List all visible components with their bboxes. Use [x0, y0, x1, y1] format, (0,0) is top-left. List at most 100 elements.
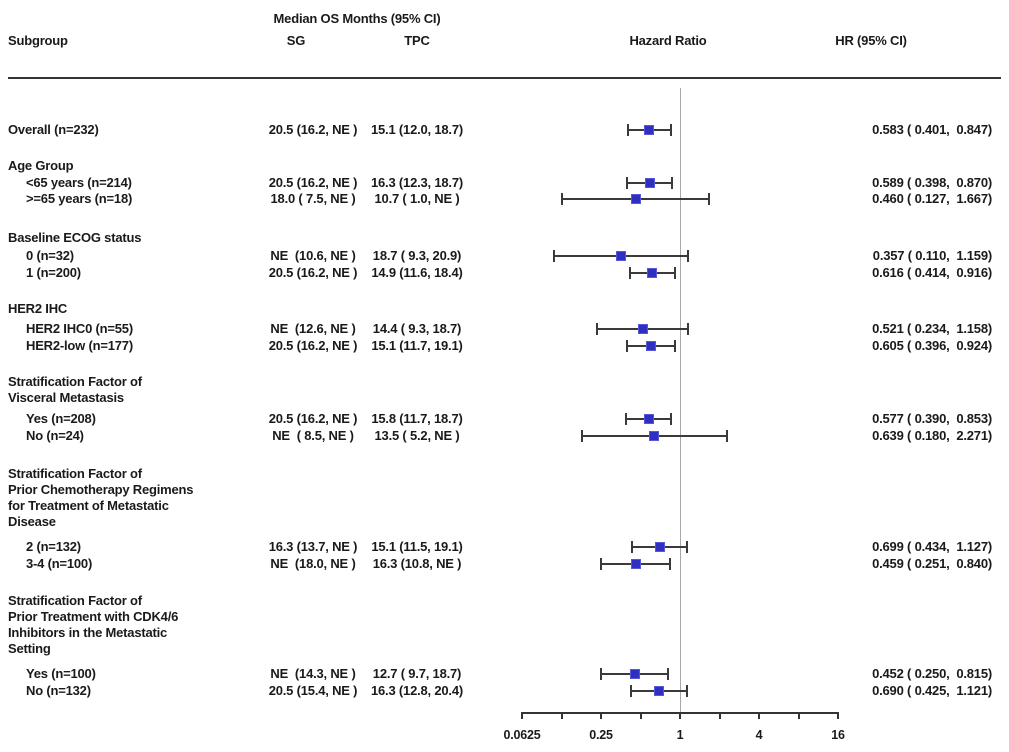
hr-ci-value: 0.357 ( 0.110, 1.159): [872, 248, 992, 263]
ci-upper-cap: [674, 267, 676, 279]
subgroup-row-label: 0 (n=32): [26, 248, 74, 263]
ci-upper-cap: [671, 177, 674, 189]
section-header-line: Setting: [8, 641, 51, 656]
x-axis-tick-label: 4: [755, 728, 763, 742]
tpc-median-os-value: 15.8 (11.7, 18.7): [371, 411, 463, 426]
sg-median-os-value: NE (14.3, NE ): [270, 666, 356, 681]
point-estimate-marker: [647, 268, 658, 278]
subgroup-row-label: No (n=24): [26, 428, 84, 443]
point-estimate-marker: [653, 686, 664, 696]
hr-ci-value: 0.639 ( 0.180, 2.271): [872, 428, 992, 443]
sg-median-os-value: 20.5 (15.4, NE ): [268, 683, 358, 698]
x-axis-tick-label: 0.0625: [503, 728, 541, 742]
point-estimate-marker: [649, 431, 660, 441]
ci-upper-cap: [685, 541, 688, 553]
x-axis-tick: [837, 712, 839, 719]
header-divider-rule: [8, 77, 1001, 79]
subgroup-row-label: Yes (n=100): [26, 666, 96, 681]
tpc-median-os-value: 18.7 ( 9.3, 20.9): [372, 248, 462, 263]
ci-upper-cap: [669, 558, 672, 570]
hr-ci-value: 0.460 ( 0.127, 1.667): [872, 191, 992, 206]
subgroup-row-label: 2 (n=132): [26, 539, 81, 554]
hr-ci-value: 0.616 ( 0.414, 0.916): [872, 265, 992, 280]
hr-ci-value: 0.699 ( 0.434, 1.127): [872, 539, 992, 554]
section-header-line: Visceral Metastasis: [8, 390, 124, 405]
subgroup-row-label: >=65 years (n=18): [26, 191, 133, 206]
point-estimate-marker: [654, 542, 665, 552]
sg-median-os-value: 20.5 (16.2, NE ): [268, 265, 358, 280]
ci-lower-cap: [626, 124, 629, 136]
x-axis-tick: [679, 712, 681, 719]
ci-lower-cap: [553, 250, 556, 262]
ci-lower-cap: [628, 267, 631, 279]
point-estimate-marker: [630, 559, 641, 569]
section-header-line: Baseline ECOG status: [8, 230, 142, 245]
hr-ci-value: 0.589 ( 0.398, 0.870): [872, 175, 992, 190]
ci-lower-cap: [600, 558, 603, 570]
point-estimate-marker: [637, 324, 648, 334]
ci-lower-cap: [625, 413, 628, 425]
tpc-median-os-value: 12.7 ( 9.7, 18.7): [372, 666, 462, 681]
hr-ci-value: 0.577 ( 0.390, 0.853): [872, 411, 992, 426]
x-axis-tick-label: 16: [831, 728, 845, 742]
tpc-median-os-value: 10.7 ( 1.0, NE ): [374, 191, 460, 206]
sg-median-os-value: NE ( 8.5, NE ): [272, 428, 354, 443]
section-header-line: Inhibitors in the Metastatic: [8, 625, 168, 640]
point-estimate-marker: [629, 669, 640, 679]
ci-upper-cap: [685, 685, 688, 697]
tpc-median-os-value: 15.1 (11.5, 19.1): [371, 539, 463, 554]
tpc-median-os-value: 14.9 (11.6, 18.4): [371, 265, 463, 280]
sg-median-os-value: 20.5 (16.2, NE ): [268, 122, 358, 137]
subgroup-row-label: No (n=132): [26, 683, 91, 698]
column-header-median-os: Median OS Months (95% CI): [273, 11, 441, 26]
column-header-tpc: TPC: [404, 33, 430, 48]
ci-upper-cap: [687, 323, 690, 335]
tpc-median-os-value: 16.3 (12.3, 18.7): [371, 175, 463, 190]
subgroup-row-label: Overall (n=232): [8, 122, 99, 137]
ci-lower-cap: [626, 340, 629, 352]
x-axis-tick: [600, 712, 602, 719]
ci-upper-cap: [667, 668, 670, 680]
sg-median-os-value: 20.5 (16.2, NE ): [268, 338, 358, 353]
hr-ci-value: 0.452 ( 0.250, 0.815): [872, 666, 992, 681]
column-header-subgroup: Subgroup: [8, 33, 68, 48]
ci-lower-cap: [561, 193, 564, 205]
section-header-line: for Treatment of Metastatic: [8, 498, 169, 513]
x-axis-tick-label: 0.25: [589, 728, 613, 742]
point-estimate-marker: [643, 414, 654, 424]
tpc-median-os-value: 14.4 ( 9.3, 18.7): [372, 321, 462, 336]
x-axis-tick: [560, 712, 563, 719]
section-header-line: Prior Chemotherapy Regimens: [8, 482, 194, 497]
column-header-hr-ci: HR (95% CI): [835, 33, 907, 48]
ci-lower-cap: [630, 685, 633, 697]
subgroup-row-label: HER2 IHC0 (n=55): [26, 321, 133, 336]
x-axis-tick: [718, 712, 721, 719]
section-header-line: Stratification Factor of: [8, 466, 142, 481]
subgroup-row-label: HER2-low (n=177): [26, 338, 133, 353]
x-axis-tick: [639, 712, 642, 719]
section-header-line: Age Group: [8, 158, 74, 173]
section-header-line: HER2 IHC: [8, 301, 68, 316]
hr-ci-value: 0.459 ( 0.251, 0.840): [872, 556, 992, 571]
ci-upper-cap: [669, 124, 672, 136]
hr-ci-value: 0.583 ( 0.401, 0.847): [872, 122, 992, 137]
x-axis-tick: [521, 712, 523, 719]
section-header-line: Stratification Factor of: [8, 374, 142, 389]
ci-lower-cap: [581, 430, 584, 442]
hr-ci-value: 0.521 ( 0.234, 1.158): [872, 321, 992, 336]
hr-ci-value: 0.605 ( 0.396, 0.924): [872, 338, 992, 353]
tpc-median-os-value: 16.3 (12.8, 20.4): [371, 683, 463, 698]
sg-median-os-value: 20.5 (16.2, NE ): [268, 175, 358, 190]
section-header-line: Stratification Factor of: [8, 593, 142, 608]
ci-upper-cap: [669, 413, 672, 425]
ci-lower-cap: [600, 668, 602, 680]
ci-upper-cap: [725, 430, 728, 442]
tpc-median-os-value: 16.3 (10.8, NE ): [372, 556, 462, 571]
sg-median-os-value: 20.5 (16.2, NE ): [268, 411, 358, 426]
subgroup-row-label: <65 years (n=214): [26, 175, 132, 190]
tpc-median-os-value: 15.1 (11.7, 19.1): [371, 338, 463, 353]
tpc-median-os-value: 13.5 ( 5.2, NE ): [374, 428, 460, 443]
sg-median-os-value: NE (12.6, NE ): [270, 321, 356, 336]
tpc-median-os-value: 15.1 (12.0, 18.7): [371, 122, 463, 137]
point-estimate-marker: [644, 125, 655, 135]
